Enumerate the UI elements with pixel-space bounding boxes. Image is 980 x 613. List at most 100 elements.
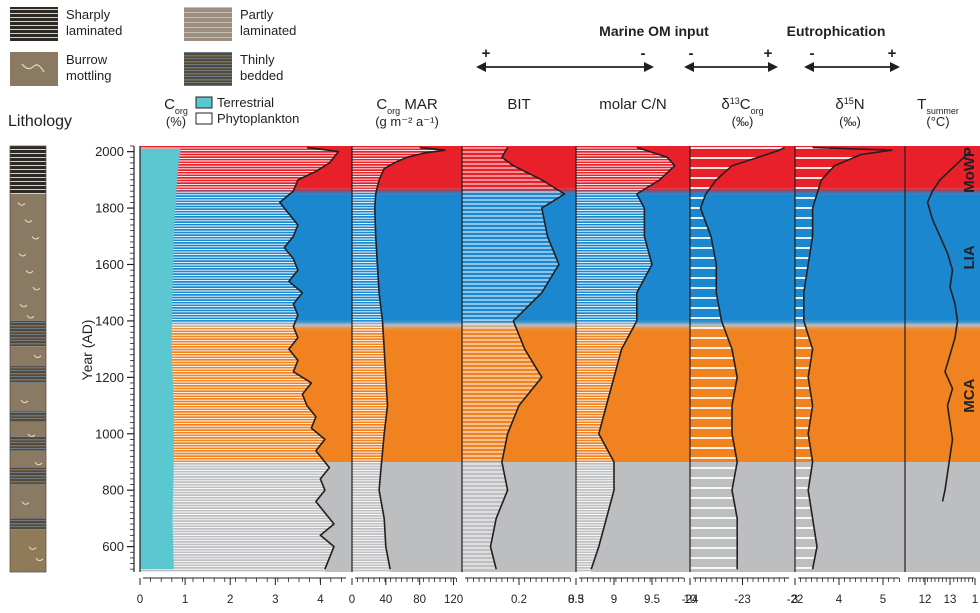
- burrow-mark: [32, 286, 41, 291]
- legend-thinly-line2: bedded: [240, 68, 283, 83]
- core-layer: [10, 467, 46, 485]
- burrow-mark: [27, 433, 36, 438]
- x-axis-corg: 0 1 2 3 4: [137, 577, 346, 606]
- core-layer: [10, 529, 46, 572]
- period-band-mca: [140, 329, 980, 462]
- lithology-title: Lithology: [8, 113, 72, 130]
- core-layer: [10, 320, 46, 347]
- x-axis-d15n: 3 4 5: [792, 577, 900, 606]
- burrow-mark: [33, 354, 42, 359]
- burrow-mark: [31, 236, 40, 240]
- phytoplankton-label: Phytoplankton: [217, 111, 299, 126]
- corg-legend: Terrestrial Phytoplankton: [195, 95, 299, 126]
- d13c-plus: +: [764, 45, 773, 62]
- legend-thinly-line1: Thinly: [240, 52, 275, 67]
- panel-title-cn: molar C/N: [599, 96, 667, 113]
- curve-d15n: [803, 146, 893, 570]
- panel-d15n: 3 4 5 δ15N(‰): [792, 96, 900, 606]
- d13c-arrow-right: [768, 62, 778, 72]
- sample-lines-d13c: [690, 147, 784, 569]
- y-tick-label: 1600: [95, 257, 124, 272]
- year-axis: 600 800 1000 1200 1400 1600 1800 2000 Year (AD): [79, 144, 135, 572]
- x-tick-label: -23: [734, 594, 751, 606]
- x-tick-label: 1: [972, 594, 978, 606]
- thinly-bedded-swatch: [184, 52, 232, 86]
- sample-lines-mar: [352, 147, 443, 573]
- panel-cn: 8.5 9 9.5 10 molar C/N: [568, 96, 696, 606]
- y-tick-label: 800: [102, 483, 124, 498]
- x-tick-label: 0: [137, 594, 143, 606]
- x-tick-label: 4: [317, 594, 324, 606]
- eutro-plus: +: [888, 45, 897, 62]
- legend-partly-line2: laminated: [240, 23, 296, 38]
- phytoplankton-swatch: [195, 112, 213, 125]
- core-layer: [10, 484, 46, 519]
- partly-laminated-swatch: [184, 7, 232, 41]
- panel-unit-d15n: (‰): [839, 114, 861, 129]
- sharply-laminated-swatch: [10, 7, 58, 41]
- panel-unit-d13c: (‰): [732, 114, 754, 129]
- burrow-mark: [18, 252, 27, 257]
- curve-cn: [590, 146, 676, 570]
- lithology-legend: Sharply laminated Partly laminated Burro…: [8, 7, 296, 130]
- panel-title-mar: Corg MAR: [376, 96, 438, 116]
- x-tick-label: 1: [182, 594, 188, 606]
- y-tick-label: 2000: [95, 144, 124, 159]
- panel-title-d13c: δ13Corg: [721, 96, 763, 116]
- core-layer: [10, 346, 46, 367]
- terrestrial-fill: [140, 148, 181, 570]
- eutro-minus: -: [810, 45, 815, 62]
- burrow-mark: [25, 269, 34, 274]
- curve-bit: [489, 147, 566, 570]
- panel-unit-mar: (g m⁻² a⁻¹): [375, 114, 439, 129]
- marine-om-plus: +: [482, 45, 491, 62]
- x-tick-label: 9: [611, 594, 617, 606]
- panel-title-corg: Corg: [164, 96, 188, 116]
- curve-corg: [279, 146, 340, 570]
- period-labels: MoWP LIA MCA: [961, 147, 978, 413]
- x-tick-label: 9.5: [644, 594, 660, 606]
- x-axis-mar: 0 40 80 120: [349, 577, 463, 606]
- core-layer: [10, 382, 46, 412]
- curve-d13c: [699, 146, 785, 570]
- x-axis-tsum: 12 13 1: [908, 577, 978, 606]
- x-tick-label: 10: [684, 594, 697, 606]
- panel-mar: 0 40 80 120 Corg MAR(g m⁻² a⁻¹): [349, 96, 463, 606]
- burrow-mark: [26, 314, 35, 319]
- x-tick-label: 120: [444, 594, 463, 606]
- burrow-mark: [24, 219, 33, 223]
- period-label-mowp: MoWP: [961, 147, 978, 193]
- x-tick-label: 0: [349, 594, 355, 606]
- eutrophication-title: Eutrophication: [787, 23, 886, 39]
- x-axis-bit: 0.2 0.3: [465, 577, 584, 606]
- sample-lines-cn: [576, 147, 675, 573]
- y-tick-label: 1200: [95, 370, 124, 385]
- burrow-mark: [20, 399, 29, 404]
- burrow-mark: [28, 546, 37, 550]
- burrow-mark: [35, 557, 44, 562]
- legend-burrow-line2: mottling: [66, 68, 112, 83]
- x-tick-label: 40: [379, 594, 392, 606]
- burrow-mark: [17, 202, 26, 206]
- transition-lia-mca: [140, 320, 980, 330]
- legend-sharply-line2: laminated: [66, 23, 122, 38]
- x-tick-label: 0.2: [511, 594, 527, 606]
- legend-sharply-line1: Sharply: [66, 7, 111, 22]
- x-tick-label: 13: [944, 594, 957, 606]
- legend-partly-line1: Partly: [240, 7, 274, 22]
- x-tick-label: 3: [792, 594, 798, 606]
- core-layer: [10, 450, 46, 468]
- panel-unit-corg: (%): [166, 114, 186, 129]
- core-layer: [10, 193, 46, 321]
- x-tick-label: 0.3: [568, 594, 584, 606]
- core-outline: [9, 145, 47, 573]
- burrow-mottling-swatch: [10, 52, 58, 86]
- x-tick-label: 8.5: [568, 594, 584, 606]
- core-layer: [10, 146, 46, 194]
- sample-lines-bit: [462, 147, 562, 569]
- panel-tsum: 12 13 1 Tsummer(°C): [904, 96, 978, 606]
- x-tick-label: 2: [227, 594, 233, 606]
- panel-title-bit: BIT: [507, 96, 530, 113]
- x-tick-label: -22: [787, 594, 804, 606]
